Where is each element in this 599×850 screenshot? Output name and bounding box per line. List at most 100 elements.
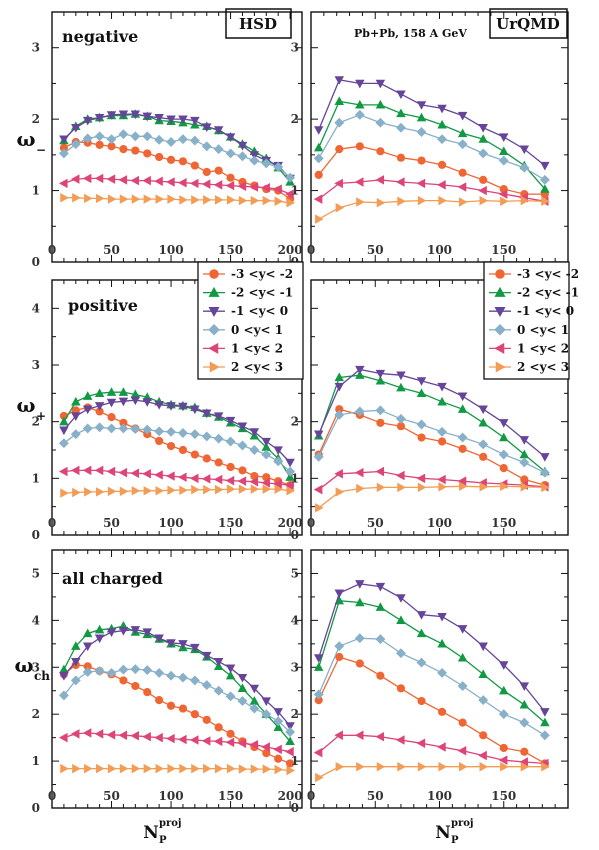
data-point <box>130 389 141 399</box>
data-point <box>166 441 176 451</box>
legend-marker <box>494 286 506 297</box>
data-point <box>285 466 296 477</box>
y-tick-label: 1 <box>32 471 40 485</box>
data-point <box>437 638 447 648</box>
data-point <box>143 763 153 774</box>
data-point <box>249 739 259 750</box>
data-point <box>376 761 386 772</box>
data-point <box>438 195 448 206</box>
data-point <box>189 178 199 189</box>
data-point <box>539 174 550 185</box>
data-point <box>155 696 164 705</box>
data-point <box>178 704 188 713</box>
data-point <box>539 467 550 478</box>
data-point <box>499 146 509 155</box>
data-point <box>396 122 406 133</box>
x-tick-label: 50 <box>103 516 120 530</box>
series-line <box>318 79 546 167</box>
data-point <box>334 178 343 189</box>
data-point <box>213 126 224 135</box>
data-point <box>94 666 105 676</box>
data-point <box>261 437 272 447</box>
data-point <box>226 763 236 774</box>
data-point <box>191 763 200 774</box>
data-point <box>191 484 200 495</box>
data-point <box>437 134 448 145</box>
y-tick-label: 4 <box>32 613 40 627</box>
ylabel-row-1-main: ω <box>16 393 35 417</box>
series-line <box>318 766 545 779</box>
data-point <box>130 175 139 186</box>
data-point <box>94 114 105 123</box>
data-point <box>458 444 467 453</box>
data-point <box>249 445 260 455</box>
data-point <box>519 757 528 767</box>
data-point <box>155 152 164 162</box>
data-point <box>500 196 509 207</box>
data-point <box>58 178 68 189</box>
x-tick-label: 150 <box>491 789 516 803</box>
legend-marker <box>209 269 219 279</box>
data-point <box>416 101 427 110</box>
data-point <box>203 484 212 495</box>
data-point <box>519 682 530 691</box>
data-point <box>541 196 550 207</box>
data-point <box>154 667 165 678</box>
model-box-hsd-frame <box>225 8 292 39</box>
data-point <box>437 396 447 406</box>
data-point <box>376 418 385 427</box>
data-point <box>417 761 427 772</box>
data-point <box>286 197 296 208</box>
data-point <box>355 659 364 668</box>
data-point <box>107 194 117 204</box>
data-point <box>142 175 151 186</box>
data-point <box>500 761 509 772</box>
data-point <box>107 413 116 422</box>
x-tick-label: 100 <box>159 516 184 530</box>
data-point <box>262 484 272 494</box>
data-point <box>285 722 295 731</box>
data-point <box>273 479 282 489</box>
data-point <box>396 108 406 118</box>
data-point <box>130 626 141 635</box>
data-point <box>250 195 260 206</box>
data-point <box>375 602 386 611</box>
data-point <box>261 442 272 451</box>
data-point <box>178 445 188 455</box>
data-point <box>354 177 364 187</box>
legend-frame <box>483 261 570 380</box>
data-point <box>82 391 93 400</box>
series-4 <box>313 109 550 185</box>
data-point <box>499 133 509 142</box>
data-point <box>142 731 151 742</box>
data-point <box>94 465 104 476</box>
series-3 <box>59 396 295 468</box>
y-tick-label: 4 <box>32 301 40 315</box>
data-point <box>225 436 236 447</box>
data-point <box>179 485 188 495</box>
data-point <box>458 481 468 491</box>
series-line <box>318 145 545 195</box>
x-tick-label: 100 <box>159 243 184 257</box>
panels: 0501001502000123050100150012305010015020… <box>32 11 569 815</box>
data-point <box>107 486 117 497</box>
series-1 <box>314 652 549 768</box>
data-point <box>213 433 224 444</box>
data-point <box>154 401 164 410</box>
legend-label: 0 <y< 1 <box>231 323 283 337</box>
data-point <box>416 178 426 189</box>
legend-marker <box>208 342 219 354</box>
data-point <box>59 143 68 152</box>
data-point <box>94 422 105 433</box>
data-point <box>498 755 508 765</box>
data-point <box>417 195 427 206</box>
data-point <box>478 148 489 159</box>
data-point <box>84 487 93 497</box>
data-point <box>215 763 224 774</box>
data-point <box>189 735 199 745</box>
data-point <box>500 481 509 491</box>
data-point <box>106 423 117 434</box>
data-point <box>396 153 406 162</box>
panel-frame <box>51 11 303 263</box>
